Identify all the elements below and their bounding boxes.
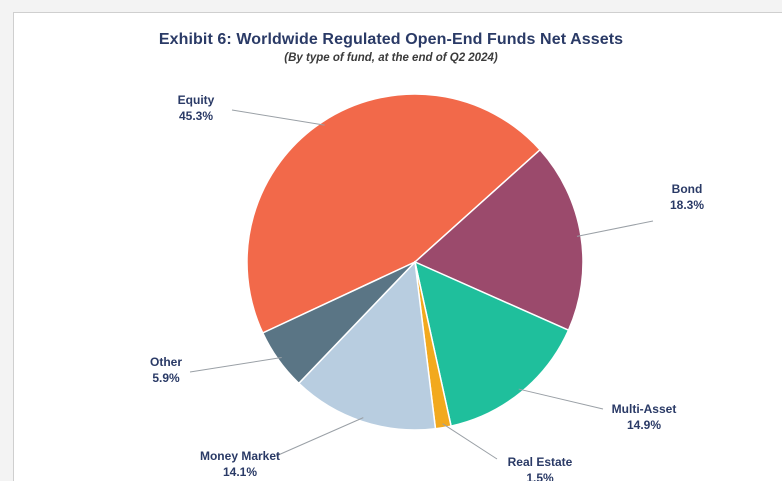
slice-percent: 14.1%	[223, 465, 257, 479]
slice-percent: 18.3%	[670, 198, 704, 212]
slice-label-bond: Bond 18.3%	[670, 182, 704, 212]
leader-line-multi-asset	[518, 388, 604, 410]
slice-percent: 45.3%	[179, 109, 213, 123]
slice-name: Bond	[672, 182, 703, 196]
slice-percent: 14.9%	[627, 418, 661, 432]
pie-slice-other	[261, 261, 416, 385]
slice-label-money-market: Money Market 14.1%	[200, 449, 280, 479]
leader-line-real-estate	[442, 423, 498, 460]
pie-slices	[246, 93, 584, 431]
pie-slice-equity	[246, 93, 542, 334]
slice-label-multi-asset: Multi-Asset 14.9%	[612, 402, 677, 432]
leader-line-money-market	[275, 417, 364, 457]
slice-label-other: Other 5.9%	[150, 355, 182, 385]
pie-slice-multi-asset	[413, 260, 570, 427]
chart-title: Exhibit 6: Worldwide Regulated Open-End …	[158, 31, 624, 48]
slice-name: Equity	[178, 93, 215, 107]
chart-subtitle: (By type of fund, at the end of Q2 2024)	[284, 52, 498, 64]
slice-percent: 1.5%	[526, 471, 554, 481]
slice-name: Multi-Asset	[612, 402, 677, 416]
leader-line-other	[189, 357, 282, 373]
slice-label-equity: Equity 45.3%	[178, 93, 215, 123]
slice-percent: 5.9%	[152, 371, 180, 385]
slice-name: Money Market	[200, 449, 280, 463]
slice-labels: Equity 45.3% Bond 18.3% Multi-Asset 14.9% Real…	[150, 93, 704, 481]
slice-label-real-estate: Real Estate 1.5%	[508, 455, 573, 481]
slice-name: Real Estate	[508, 455, 573, 469]
leader-line-equity	[231, 109, 325, 126]
slice-name: Other	[150, 355, 182, 369]
pie-slice-money-market	[297, 260, 437, 431]
leader-lines	[189, 109, 654, 460]
leader-line-bond	[576, 220, 654, 237]
